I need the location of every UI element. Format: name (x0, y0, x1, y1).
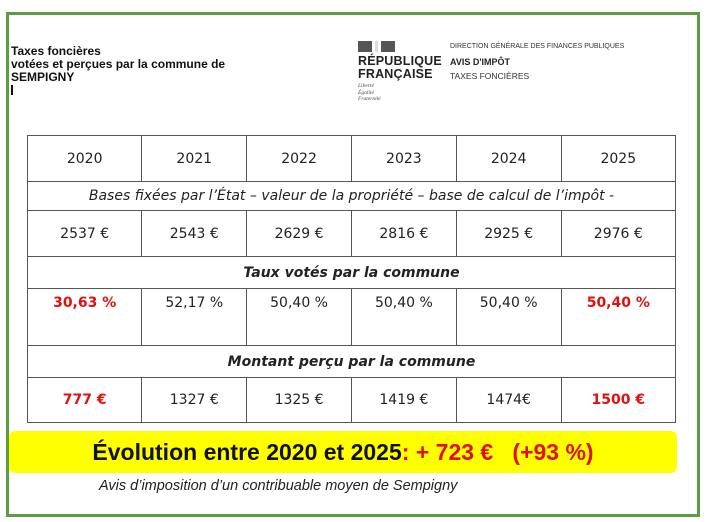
base-cell: 2537 € (26, 210, 143, 257)
year-cell: 2022 (246, 135, 352, 182)
amounts-row: 777 € 1327 € 1325 € 1419 € 1474€ 1500 € (26, 377, 677, 423)
evolution-colon: : (401, 438, 410, 465)
year-cell: 2023 (350, 135, 457, 182)
evolution-label: Évolution entre 2020 et 2025 (92, 438, 402, 465)
document-subtype: TAXES FONCIÈRES (450, 71, 530, 81)
bases-caption-row: Bases fixées par l’État – valeur de la p… (27, 181, 676, 211)
year-cell: 2020 (26, 135, 143, 182)
year-cell: 2021 (141, 135, 248, 182)
title-line: votées et perçues par la commune de (11, 57, 226, 71)
logo-devise: Liberté Égalité Fraternité (358, 83, 381, 102)
amount-cell: 1500 € (560, 377, 677, 423)
rate-cell: 50,40 % (246, 288, 352, 346)
amount-cell: 1419 € (350, 377, 457, 423)
marianne-flag-icon (358, 41, 442, 52)
rate-cell: 52,17 % (141, 288, 248, 346)
republique-logo: RÉPUBLIQUE FRANÇAISE Liberté Égalité Fra… (358, 41, 442, 103)
bases-caption: Bases fixées par l’État – valeur de la p… (27, 181, 676, 211)
base-cell: 2816 € (350, 210, 457, 257)
footnote: Avis d’imposition d’un contribuable moye… (99, 478, 458, 494)
bases-row: 2537 € 2543 € 2629 € 2816 € 2925 € 2976 … (26, 210, 677, 257)
page-frame (6, 12, 700, 517)
agency-name: DIRECTION GÉNÉRALE DES FINANCES PUBLIQUE… (450, 43, 625, 50)
tax-table: 2020 2021 2022 2023 2024 2025 Bases fixé… (26, 135, 677, 423)
amount-cell: 1325 € (246, 377, 352, 423)
amount-cell: 1474€ (455, 377, 562, 423)
base-cell: 2925 € (455, 210, 562, 257)
rate-cell: 50,40 % (560, 288, 677, 346)
year-cell: 2024 (455, 135, 562, 182)
document-type: AVIS D'IMPÔT (450, 57, 510, 67)
amount-cell: 777 € (26, 377, 143, 423)
base-cell: 2976 € (560, 210, 677, 257)
rate-cell: 50,40 % (455, 288, 562, 346)
rates-caption-row: Taux votés par la commune (27, 256, 676, 289)
rates-caption: Taux votés par la commune (27, 256, 676, 289)
evolution-banner: Évolution entre 2020 et 2025: + 723 € (+… (9, 431, 677, 473)
amount-cell: 1327 € (141, 377, 248, 423)
rate-cell: 30,63 % (26, 288, 143, 346)
evolution-delta: + 723 € (415, 438, 494, 465)
base-cell: 2629 € (246, 210, 352, 257)
amounts-caption: Montant perçu par la commune (27, 345, 676, 378)
base-cell: 2543 € (141, 210, 248, 257)
logo-text: RÉPUBLIQUE FRANÇAISE (358, 54, 442, 81)
amounts-caption-row: Montant perçu par la commune (27, 345, 676, 378)
years-row: 2020 2021 2022 2023 2024 2025 (26, 135, 677, 182)
text-cursor (11, 85, 13, 95)
evolution-percent: (+93 %) (512, 438, 594, 465)
title-line: SEMPIGNY (11, 70, 75, 84)
rates-row: 30,63 % 52,17 % 50,40 % 50,40 % 50,40 % … (26, 288, 677, 346)
title-line: Taxes foncières (11, 44, 101, 58)
year-cell: 2025 (560, 135, 677, 182)
document-title: Taxes foncières votées et perçues par la… (11, 45, 225, 95)
rate-cell: 50,40 % (350, 288, 457, 346)
